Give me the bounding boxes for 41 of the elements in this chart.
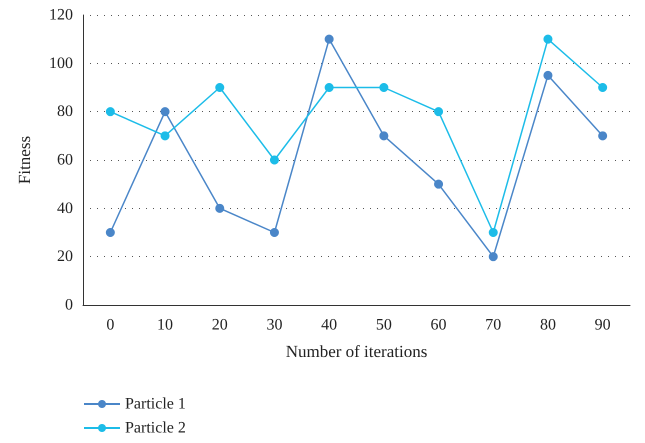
point [106, 228, 115, 237]
legend-label: Particle 2 [125, 420, 186, 436]
point [598, 83, 608, 92]
x-tick-label: 30 [266, 316, 282, 334]
point [324, 34, 334, 44]
y-tick-label: 80 [57, 103, 73, 120]
point [270, 156, 279, 164]
point [434, 180, 444, 189]
point [379, 131, 388, 140]
y-axis-title: Fitness [15, 136, 34, 184]
point [215, 83, 224, 92]
y-tick-label: 20 [57, 248, 73, 266]
x-tick-label: 0 [106, 316, 114, 334]
point [160, 107, 170, 116]
legend-label: Particle 1 [125, 396, 186, 412]
point [488, 252, 498, 262]
point [270, 228, 279, 237]
y-tick-label: 100 [49, 54, 73, 72]
point [488, 228, 498, 237]
point [160, 131, 170, 140]
x-tick-label: 40 [321, 316, 338, 334]
x-tick-label: 80 [540, 316, 556, 334]
x-axis-title: Number of iterations [286, 342, 428, 361]
y-tick-label: 120 [49, 6, 73, 24]
x-tick-label: 10 [157, 316, 174, 334]
x-tick-label: 50 [376, 316, 392, 334]
point [215, 204, 224, 213]
x-tick-label: 20 [212, 316, 228, 334]
point [543, 70, 552, 80]
x-tick-label: 90 [594, 316, 611, 334]
point [434, 107, 444, 116]
y-tick-label: 40 [57, 200, 73, 217]
y-tick-label: 60 [57, 152, 73, 168]
point [106, 107, 115, 116]
point [324, 83, 334, 92]
point [543, 34, 552, 44]
point [379, 83, 388, 92]
point [598, 131, 608, 140]
y-tick-label: 0 [65, 296, 73, 314]
x-tick-label: 60 [430, 316, 447, 334]
x-tick-label: 70 [485, 316, 502, 334]
